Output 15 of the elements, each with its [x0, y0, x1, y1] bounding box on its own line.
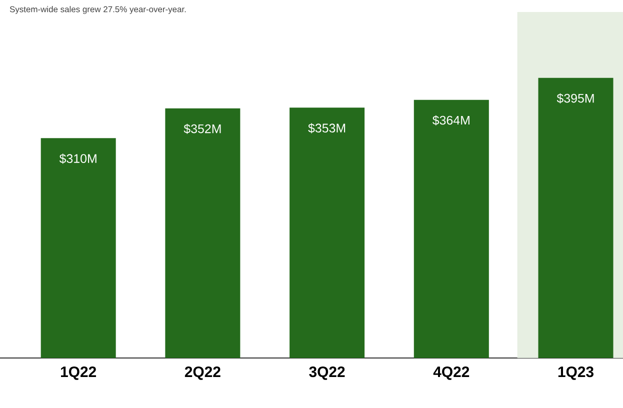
bar	[165, 108, 240, 358]
data-label: $364M	[432, 115, 470, 126]
x-tick-label: 3Q22	[309, 366, 345, 380]
bar	[290, 108, 365, 358]
data-label: $310M	[59, 154, 96, 164]
chart-title: System-wide sales grew 27.5% year-over-year.	[10, 6, 186, 14]
data-label: $353M	[308, 123, 346, 134]
data-label: $352M	[184, 124, 221, 134]
x-tick-label: 2Q22	[184, 366, 220, 380]
data-label: $395M	[556, 93, 594, 104]
bar	[414, 100, 489, 358]
x-tick-label: 1Q23	[558, 366, 594, 380]
bar	[40, 138, 116, 358]
x-tick-label: 1Q22	[61, 366, 96, 380]
x-tick-label: 4Q22	[433, 366, 470, 380]
